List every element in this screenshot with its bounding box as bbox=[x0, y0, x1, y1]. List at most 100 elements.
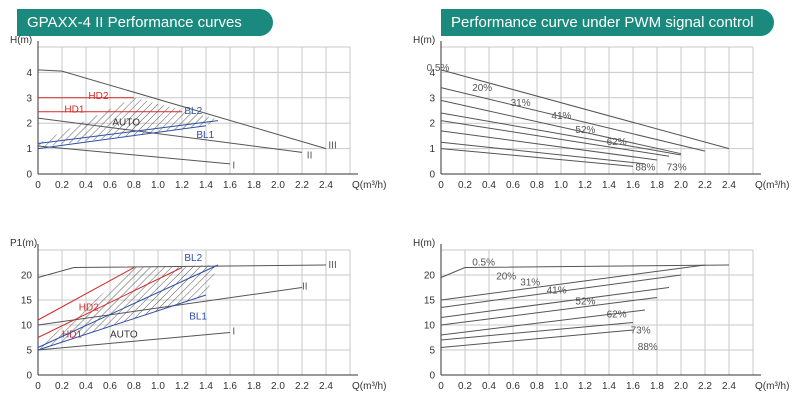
x-tick-label: 0.2 bbox=[458, 180, 472, 191]
curve-41 bbox=[440, 287, 670, 318]
x-tick-label: 0.6 bbox=[103, 381, 117, 392]
y-tick-label: 15 bbox=[21, 296, 33, 307]
curve-62 bbox=[440, 309, 646, 336]
curve-label-31: 31% bbox=[520, 278, 540, 289]
x-tick-label: 1.8 bbox=[650, 180, 664, 191]
curve-label-hd2: HD2 bbox=[79, 303, 99, 314]
curve-31 bbox=[440, 99, 682, 155]
curve-label-52: 52% bbox=[575, 297, 595, 308]
x-tick-label: 2.2 bbox=[698, 180, 712, 191]
curve-label-20: 20% bbox=[472, 83, 492, 94]
auto-label: AUTO bbox=[112, 117, 140, 128]
x-tick-label: 1.0 bbox=[554, 180, 568, 191]
x-tick-label: 1.2 bbox=[175, 381, 189, 392]
auto-label: AUTO bbox=[110, 330, 138, 341]
grid bbox=[441, 249, 754, 375]
x-tick-label: 1.4 bbox=[199, 381, 213, 392]
x-tick-label: 1.4 bbox=[602, 381, 616, 392]
x-tick-label: 1.2 bbox=[175, 180, 189, 191]
x-tick-label: 1.8 bbox=[247, 381, 261, 392]
curve-41 bbox=[440, 112, 682, 156]
curve-iii bbox=[37, 69, 327, 150]
curve-label-hd1: HD1 bbox=[62, 330, 82, 341]
x-tick-label: 0.4 bbox=[482, 381, 496, 392]
curve-31 bbox=[440, 274, 682, 308]
curve-label-iii: III bbox=[328, 140, 336, 151]
curve-label-73: 73% bbox=[667, 162, 687, 173]
curve-ii bbox=[37, 287, 303, 326]
curve-73 bbox=[440, 322, 634, 341]
x-tick-label: 1.0 bbox=[151, 180, 165, 191]
curve-label-ii: II bbox=[302, 282, 308, 293]
curve-label-20: 20% bbox=[496, 272, 516, 283]
y-tick-label: 2 bbox=[26, 119, 32, 130]
x-tick-label: 0.6 bbox=[506, 180, 520, 191]
curve-label-bl1: BL1 bbox=[196, 130, 214, 141]
x-tick-label: 1.6 bbox=[626, 180, 640, 191]
y-tick-label: 0 bbox=[26, 170, 32, 181]
curve-label-31: 31% bbox=[511, 98, 531, 109]
x-tick-label: 1.4 bbox=[602, 180, 616, 191]
x-tick-label: 1.2 bbox=[578, 180, 592, 191]
curve-0-5 bbox=[440, 264, 730, 278]
curve-label-41: 41% bbox=[551, 111, 571, 122]
y-tick-label: 5 bbox=[429, 346, 435, 357]
curve-20 bbox=[440, 87, 706, 152]
x-tick-label: 0.8 bbox=[127, 180, 141, 191]
curve-label-i: I bbox=[232, 161, 235, 172]
curve-hd2 bbox=[37, 267, 135, 321]
x-tick-label: 0.6 bbox=[506, 381, 520, 392]
y-tick-label: 20 bbox=[424, 271, 436, 282]
y-tick-label: 20 bbox=[21, 271, 33, 282]
x-tick-label: 0 bbox=[35, 381, 41, 392]
auto-region bbox=[38, 265, 218, 350]
y-tick-label: 1 bbox=[429, 144, 435, 155]
curve-20 bbox=[440, 264, 706, 301]
x-tick-label: 0.4 bbox=[482, 180, 496, 191]
curve-ii bbox=[37, 117, 303, 153]
x-tick-label: 2.4 bbox=[319, 381, 333, 392]
x-tick-label: 1.6 bbox=[626, 381, 640, 392]
chart-header-pwm-control: Performance curve under PWM signal contr… bbox=[441, 9, 774, 36]
curve-label-i: I bbox=[232, 327, 235, 338]
curve-label-73: 73% bbox=[631, 326, 651, 337]
x-tick-label: 0 bbox=[35, 180, 41, 191]
y-axis-label: H(m) bbox=[413, 35, 435, 46]
x-tick-label: 2.0 bbox=[674, 180, 688, 191]
y-tick-label: 3 bbox=[429, 93, 435, 104]
x-tick-label: 0.4 bbox=[79, 180, 93, 191]
y-axis-label: H(m) bbox=[10, 35, 32, 46]
y-tick-label: 15 bbox=[424, 296, 436, 307]
x-axis-label: Q(m³/h) bbox=[755, 381, 789, 392]
curve-label-bl2: BL2 bbox=[184, 253, 202, 264]
curve-73 bbox=[440, 141, 646, 165]
y-tick-label: 4 bbox=[26, 68, 32, 79]
y-tick-label: 10 bbox=[21, 321, 33, 332]
curve-label-88: 88% bbox=[638, 342, 658, 353]
x-tick-label: 0.6 bbox=[103, 180, 117, 191]
y-axis-label: H(m) bbox=[413, 238, 435, 249]
y-tick-label: 0 bbox=[429, 371, 435, 382]
x-tick-label: 0.4 bbox=[79, 381, 93, 392]
x-tick-label: 2.4 bbox=[722, 381, 736, 392]
x-tick-label: 0.2 bbox=[458, 381, 472, 392]
chart-header-performance-curves: GPAXX-4 II Performance curves bbox=[17, 9, 273, 36]
x-tick-label: 1.6 bbox=[223, 381, 237, 392]
x-tick-label: 0.8 bbox=[530, 381, 544, 392]
curve-label-62: 62% bbox=[607, 137, 627, 148]
curve-i bbox=[37, 145, 231, 165]
y-axis-label: P1(m) bbox=[10, 238, 37, 249]
curve-label-0-5: 0.5% bbox=[472, 258, 495, 269]
y-tick-label: 5 bbox=[26, 346, 32, 357]
curve-label-62: 62% bbox=[607, 310, 627, 321]
curve-52 bbox=[440, 297, 658, 326]
curve-bl2 bbox=[37, 120, 219, 145]
x-axis-label: Q(m³/h) bbox=[352, 180, 386, 191]
x-tick-label: 2.0 bbox=[674, 381, 688, 392]
curve-hd1 bbox=[37, 267, 183, 338]
y-tick-label: 1 bbox=[26, 144, 32, 155]
x-tick-label: 1.2 bbox=[578, 381, 592, 392]
